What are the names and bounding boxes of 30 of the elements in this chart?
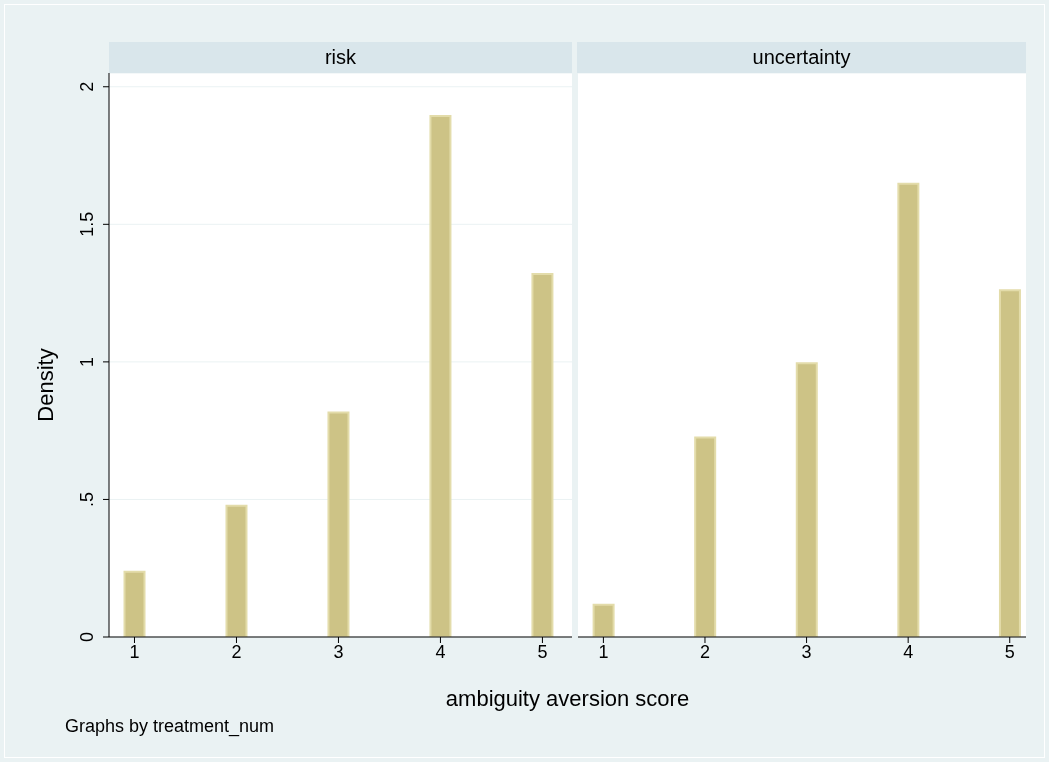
bar (998, 289, 1021, 637)
y-tick-label: 0 (77, 631, 97, 643)
x-tick-label: 3 (333, 641, 344, 662)
bar (123, 570, 146, 637)
bar (694, 436, 717, 637)
x-tick-label: 2 (699, 641, 710, 662)
bar (897, 182, 920, 637)
x-tick-label: 1 (129, 641, 140, 662)
x-tick-label: 2 (231, 641, 242, 662)
x-axis-title: ambiguity aversion score (444, 686, 691, 712)
x-tick-label: 5 (537, 641, 548, 662)
y-tick-label: 1.5 (77, 211, 97, 237)
bar (795, 362, 818, 637)
bar (592, 603, 615, 637)
bar (429, 114, 452, 637)
x-tick-label: 4 (903, 641, 914, 662)
bar (327, 411, 350, 637)
bar (225, 504, 248, 637)
y-axis-title: Density (33, 348, 59, 422)
text: Graphs by treatment_num (65, 716, 275, 737)
chart-title: risk (109, 42, 572, 73)
x-tick-label: 3 (801, 641, 812, 662)
y-tick-label: .5 (77, 491, 97, 507)
y-tick-label: 1 (77, 356, 97, 367)
bar (531, 273, 554, 637)
x-tick-label: 1 (598, 641, 609, 662)
chart-title: uncertainty (577, 42, 1026, 73)
x-tick-label: 4 (435, 641, 446, 662)
y-tick-label: 2 (77, 81, 97, 92)
x-tick-label: 5 (1004, 641, 1015, 662)
